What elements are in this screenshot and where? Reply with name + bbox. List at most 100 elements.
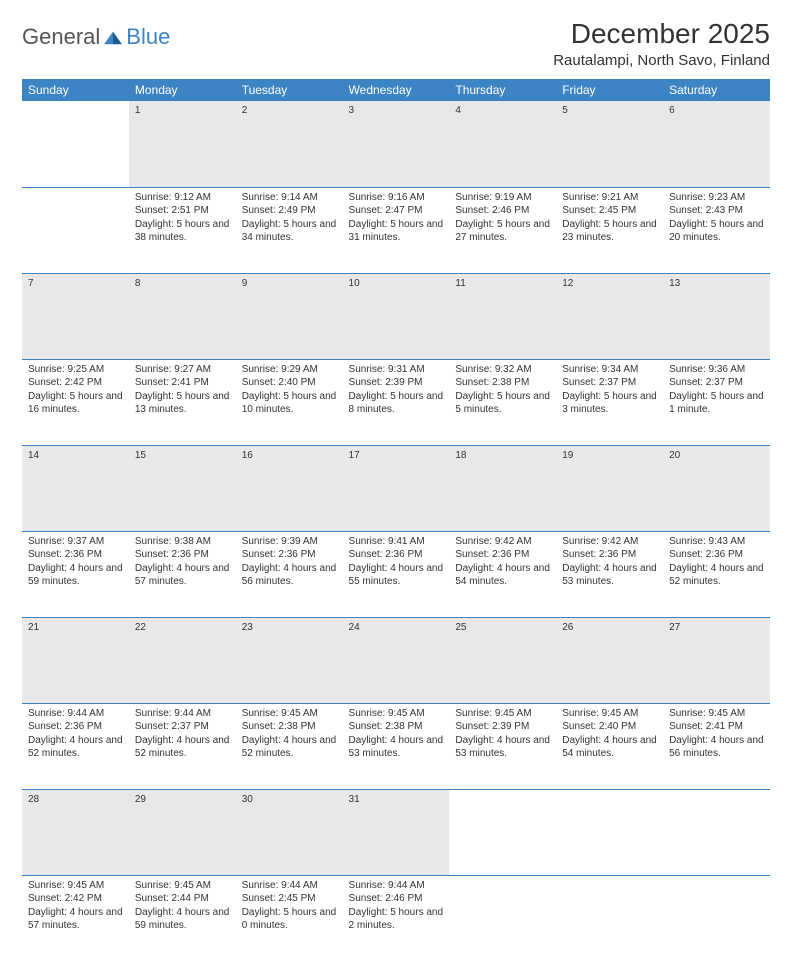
sunset-line: Sunset: 2:45 PM xyxy=(562,204,657,218)
weekday-header: Thursday xyxy=(449,79,556,101)
sunset-line: Sunset: 2:38 PM xyxy=(242,720,337,734)
sunrise-line: Sunrise: 9:23 AM xyxy=(669,191,764,205)
daylight-line: Daylight: 5 hours and 23 minutes. xyxy=(562,218,657,245)
day-cell: Sunrise: 9:25 AMSunset: 2:42 PMDaylight:… xyxy=(22,359,129,445)
daylight-line: Daylight: 4 hours and 56 minutes. xyxy=(669,734,764,761)
day-number-cell: 21 xyxy=(22,617,129,703)
daylight-line: Daylight: 4 hours and 52 minutes. xyxy=(669,562,764,589)
day-cell: Sunrise: 9:21 AMSunset: 2:45 PMDaylight:… xyxy=(556,187,663,273)
weekday-header: Sunday xyxy=(22,79,129,101)
sunrise-line: Sunrise: 9:45 AM xyxy=(455,707,550,721)
sunrise-line: Sunrise: 9:42 AM xyxy=(562,535,657,549)
daylight-line: Daylight: 4 hours and 53 minutes. xyxy=(349,734,444,761)
sunset-line: Sunset: 2:41 PM xyxy=(135,376,230,390)
daylight-line: Daylight: 5 hours and 13 minutes. xyxy=(135,390,230,417)
daylight-line: Daylight: 5 hours and 8 minutes. xyxy=(349,390,444,417)
sunrise-line: Sunrise: 9:38 AM xyxy=(135,535,230,549)
day-cell: Sunrise: 9:37 AMSunset: 2:36 PMDaylight:… xyxy=(22,531,129,617)
daylight-line: Daylight: 5 hours and 27 minutes. xyxy=(455,218,550,245)
day-number-cell: 26 xyxy=(556,617,663,703)
day-cell: Sunrise: 9:43 AMSunset: 2:36 PMDaylight:… xyxy=(663,531,770,617)
daylight-line: Daylight: 4 hours and 55 minutes. xyxy=(349,562,444,589)
day-number-cell: 27 xyxy=(663,617,770,703)
weekday-header: Tuesday xyxy=(236,79,343,101)
sunrise-line: Sunrise: 9:45 AM xyxy=(135,879,230,893)
sunset-line: Sunset: 2:46 PM xyxy=(455,204,550,218)
daylight-line: Daylight: 4 hours and 52 minutes. xyxy=(242,734,337,761)
day-cell: Sunrise: 9:45 AMSunset: 2:41 PMDaylight:… xyxy=(663,703,770,789)
sunset-line: Sunset: 2:46 PM xyxy=(349,892,444,906)
day-content-row: Sunrise: 9:37 AMSunset: 2:36 PMDaylight:… xyxy=(22,531,770,617)
sunset-line: Sunset: 2:36 PM xyxy=(242,548,337,562)
day-number-cell: 12 xyxy=(556,273,663,359)
day-number-cell xyxy=(663,789,770,875)
sunset-line: Sunset: 2:41 PM xyxy=(669,720,764,734)
day-cell xyxy=(663,875,770,961)
day-cell: Sunrise: 9:41 AMSunset: 2:36 PMDaylight:… xyxy=(343,531,450,617)
sunrise-line: Sunrise: 9:45 AM xyxy=(242,707,337,721)
day-number-cell: 8 xyxy=(129,273,236,359)
logo-text-general: General xyxy=(22,24,100,50)
calendar-body: 123456Sunrise: 9:12 AMSunset: 2:51 PMDay… xyxy=(22,101,770,961)
day-number-cell xyxy=(22,101,129,187)
day-cell: Sunrise: 9:16 AMSunset: 2:47 PMDaylight:… xyxy=(343,187,450,273)
daylight-line: Daylight: 5 hours and 1 minute. xyxy=(669,390,764,417)
day-number-row: 21222324252627 xyxy=(22,617,770,703)
day-cell: Sunrise: 9:27 AMSunset: 2:41 PMDaylight:… xyxy=(129,359,236,445)
sunrise-line: Sunrise: 9:25 AM xyxy=(28,363,123,377)
daylight-line: Daylight: 4 hours and 52 minutes. xyxy=(135,734,230,761)
sunset-line: Sunset: 2:38 PM xyxy=(349,720,444,734)
daylight-line: Daylight: 5 hours and 31 minutes. xyxy=(349,218,444,245)
daylight-line: Daylight: 4 hours and 59 minutes. xyxy=(135,906,230,933)
daylight-line: Daylight: 5 hours and 16 minutes. xyxy=(28,390,123,417)
sunrise-line: Sunrise: 9:45 AM xyxy=(562,707,657,721)
sunrise-line: Sunrise: 9:36 AM xyxy=(669,363,764,377)
sunrise-line: Sunrise: 9:32 AM xyxy=(455,363,550,377)
day-cell: Sunrise: 9:45 AMSunset: 2:38 PMDaylight:… xyxy=(236,703,343,789)
day-content-row: Sunrise: 9:44 AMSunset: 2:36 PMDaylight:… xyxy=(22,703,770,789)
day-cell: Sunrise: 9:44 AMSunset: 2:36 PMDaylight:… xyxy=(22,703,129,789)
day-cell: Sunrise: 9:45 AMSunset: 2:44 PMDaylight:… xyxy=(129,875,236,961)
sunrise-line: Sunrise: 9:44 AM xyxy=(28,707,123,721)
day-number-cell xyxy=(449,789,556,875)
sunrise-line: Sunrise: 9:19 AM xyxy=(455,191,550,205)
day-cell: Sunrise: 9:42 AMSunset: 2:36 PMDaylight:… xyxy=(556,531,663,617)
day-cell: Sunrise: 9:42 AMSunset: 2:36 PMDaylight:… xyxy=(449,531,556,617)
calendar-table: SundayMondayTuesdayWednesdayThursdayFrid… xyxy=(22,79,770,961)
sunrise-line: Sunrise: 9:45 AM xyxy=(349,707,444,721)
day-number-cell: 20 xyxy=(663,445,770,531)
day-cell: Sunrise: 9:23 AMSunset: 2:43 PMDaylight:… xyxy=(663,187,770,273)
day-cell: Sunrise: 9:44 AMSunset: 2:37 PMDaylight:… xyxy=(129,703,236,789)
logo-triangle-icon xyxy=(102,28,124,46)
day-cell: Sunrise: 9:34 AMSunset: 2:37 PMDaylight:… xyxy=(556,359,663,445)
day-cell: Sunrise: 9:29 AMSunset: 2:40 PMDaylight:… xyxy=(236,359,343,445)
sunset-line: Sunset: 2:36 PM xyxy=(349,548,444,562)
sunrise-line: Sunrise: 9:41 AM xyxy=(349,535,444,549)
day-number-cell: 18 xyxy=(449,445,556,531)
daylight-line: Daylight: 5 hours and 34 minutes. xyxy=(242,218,337,245)
title-block: December 2025 Rautalampi, North Savo, Fi… xyxy=(553,18,770,69)
day-number-cell: 23 xyxy=(236,617,343,703)
sunrise-line: Sunrise: 9:39 AM xyxy=(242,535,337,549)
daylight-line: Daylight: 5 hours and 10 minutes. xyxy=(242,390,337,417)
day-number-cell: 2 xyxy=(236,101,343,187)
sunset-line: Sunset: 2:37 PM xyxy=(669,376,764,390)
day-number-cell: 25 xyxy=(449,617,556,703)
daylight-line: Daylight: 4 hours and 54 minutes. xyxy=(455,562,550,589)
day-number-cell: 28 xyxy=(22,789,129,875)
day-number-cell: 22 xyxy=(129,617,236,703)
day-cell: Sunrise: 9:12 AMSunset: 2:51 PMDaylight:… xyxy=(129,187,236,273)
sunset-line: Sunset: 2:47 PM xyxy=(349,204,444,218)
day-number-cell: 6 xyxy=(663,101,770,187)
weekday-header: Saturday xyxy=(663,79,770,101)
day-number-cell: 31 xyxy=(343,789,450,875)
day-cell: Sunrise: 9:36 AMSunset: 2:37 PMDaylight:… xyxy=(663,359,770,445)
daylight-line: Daylight: 5 hours and 20 minutes. xyxy=(669,218,764,245)
sunrise-line: Sunrise: 9:43 AM xyxy=(669,535,764,549)
sunset-line: Sunset: 2:37 PM xyxy=(135,720,230,734)
day-cell: Sunrise: 9:45 AMSunset: 2:42 PMDaylight:… xyxy=(22,875,129,961)
sunset-line: Sunset: 2:36 PM xyxy=(669,548,764,562)
day-cell: Sunrise: 9:31 AMSunset: 2:39 PMDaylight:… xyxy=(343,359,450,445)
daylight-line: Daylight: 4 hours and 57 minutes. xyxy=(135,562,230,589)
day-cell: Sunrise: 9:39 AMSunset: 2:36 PMDaylight:… xyxy=(236,531,343,617)
